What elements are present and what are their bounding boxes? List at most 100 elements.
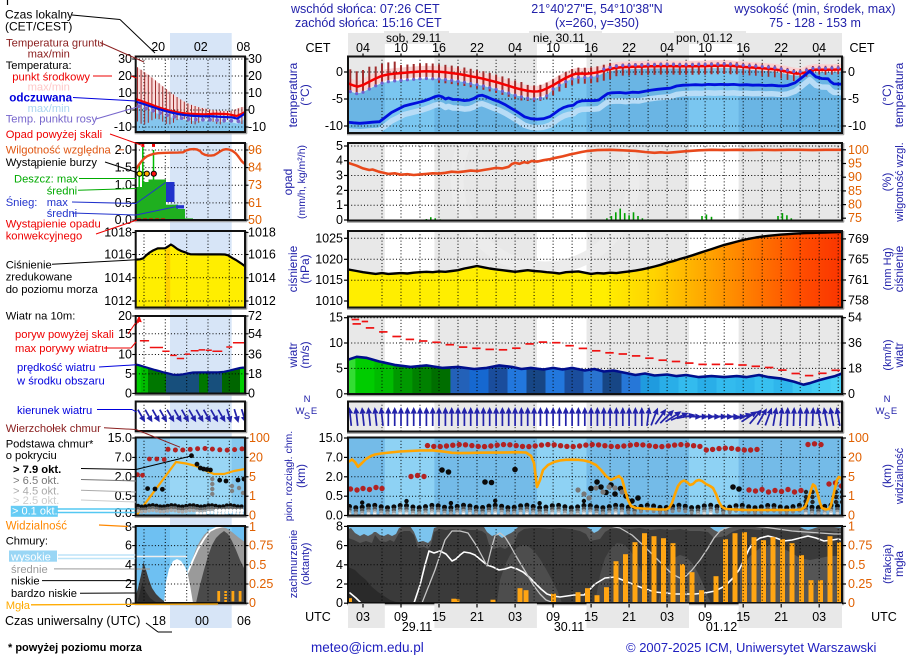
svg-text:1: 1 bbox=[249, 520, 256, 534]
svg-text:09: 09 bbox=[546, 610, 560, 624]
svg-text:W: W bbox=[876, 406, 885, 417]
svg-text:3: 3 bbox=[336, 169, 343, 183]
svg-text:średnie: średnie bbox=[11, 564, 48, 576]
svg-text:15.0: 15.0 bbox=[319, 431, 343, 445]
svg-text:prędkość wiatru: prędkość wiatru bbox=[17, 362, 95, 374]
svg-text:6: 6 bbox=[336, 539, 343, 553]
svg-text:10: 10 bbox=[394, 41, 408, 55]
svg-text:wiatr: wiatr bbox=[286, 342, 300, 368]
svg-text:1018: 1018 bbox=[248, 226, 276, 240]
svg-text:(mm Hg): (mm Hg) bbox=[882, 248, 894, 291]
svg-text:03: 03 bbox=[660, 610, 674, 624]
svg-text:100: 100 bbox=[848, 431, 869, 445]
svg-text:(°C): (°C) bbox=[298, 84, 312, 105]
svg-text:-10: -10 bbox=[248, 120, 266, 134]
svg-text:08: 08 bbox=[236, 40, 250, 54]
svg-text:761: 761 bbox=[848, 273, 869, 287]
svg-text:wiatr: wiatr bbox=[892, 342, 906, 368]
svg-text:765: 765 bbox=[848, 253, 869, 267]
svg-text:konwekcyjnego: konwekcyjnego bbox=[6, 231, 83, 243]
svg-text:pon, 01.12: pon, 01.12 bbox=[676, 31, 733, 45]
svg-text:72: 72 bbox=[248, 309, 262, 323]
svg-text:> 2.5 okt.: > 2.5 okt. bbox=[13, 495, 59, 507]
svg-text:1014: 1014 bbox=[248, 271, 276, 285]
svg-text:o pokryciu: o pokryciu bbox=[6, 450, 57, 462]
svg-text:21°40'27"E, 54°10'38"N: 21°40'27"E, 54°10'38"N bbox=[531, 2, 662, 16]
svg-text:03: 03 bbox=[356, 610, 370, 624]
svg-text:10: 10 bbox=[546, 41, 560, 55]
svg-text:09: 09 bbox=[394, 610, 408, 624]
svg-text:0: 0 bbox=[248, 386, 255, 400]
svg-text:15: 15 bbox=[432, 610, 446, 624]
svg-text:2.0: 2.0 bbox=[326, 470, 343, 484]
svg-text:20: 20 bbox=[151, 40, 165, 54]
svg-text:50: 50 bbox=[248, 213, 262, 227]
svg-text:09: 09 bbox=[698, 610, 712, 624]
svg-text:20: 20 bbox=[249, 450, 263, 464]
svg-text:4: 4 bbox=[336, 558, 343, 572]
svg-text:pion. rozciągł. chm.: pion. rozciągł. chm. bbox=[283, 431, 295, 521]
svg-text:8: 8 bbox=[125, 520, 132, 534]
svg-text:5: 5 bbox=[336, 139, 343, 153]
svg-text:temperatura: temperatura bbox=[892, 62, 906, 127]
svg-text:0: 0 bbox=[249, 509, 256, 523]
svg-text:95: 95 bbox=[848, 157, 862, 171]
svg-text:0.25: 0.25 bbox=[848, 577, 872, 591]
svg-text:(km): (km) bbox=[294, 464, 308, 488]
svg-text:E: E bbox=[891, 406, 897, 417]
svg-text:0: 0 bbox=[125, 386, 132, 400]
svg-text:61: 61 bbox=[248, 196, 262, 210]
svg-text:W: W bbox=[296, 406, 305, 417]
svg-text:0.5: 0.5 bbox=[326, 489, 343, 503]
svg-text:1016: 1016 bbox=[104, 248, 132, 262]
svg-text:10: 10 bbox=[329, 336, 343, 350]
svg-text:zachmurzenie: zachmurzenie bbox=[288, 530, 300, 598]
svg-text:90: 90 bbox=[848, 170, 862, 184]
svg-text:0: 0 bbox=[336, 65, 343, 79]
svg-text:nie, 30.11: nie, 30.11 bbox=[533, 31, 585, 45]
svg-text:1: 1 bbox=[336, 198, 343, 212]
svg-text:0: 0 bbox=[249, 596, 256, 610]
svg-text:1025: 1025 bbox=[315, 231, 343, 245]
svg-text:04: 04 bbox=[508, 41, 522, 55]
svg-text:S: S bbox=[304, 411, 310, 422]
svg-text:poryw powyżej skali: poryw powyżej skali bbox=[15, 329, 114, 341]
svg-text:S: S bbox=[884, 411, 890, 422]
svg-text:średni: średni bbox=[47, 208, 77, 220]
svg-text:-10: -10 bbox=[325, 119, 343, 133]
svg-text:2: 2 bbox=[125, 577, 132, 591]
svg-text:(frakcja): (frakcja) bbox=[882, 544, 894, 584]
svg-text:UTC: UTC bbox=[871, 610, 897, 624]
svg-text:Podstawa chmur*: Podstawa chmur* bbox=[6, 439, 94, 451]
svg-text:Chmury:: Chmury: bbox=[6, 536, 48, 548]
svg-text:0: 0 bbox=[248, 103, 255, 117]
svg-text:> 6.5 okt.: > 6.5 okt. bbox=[13, 475, 59, 487]
svg-text:max/min: max/min bbox=[28, 103, 70, 115]
svg-text:1: 1 bbox=[848, 489, 855, 503]
svg-text:Wiatr na 10m:: Wiatr na 10m: bbox=[6, 311, 76, 323]
svg-text:CET: CET bbox=[306, 41, 331, 55]
svg-text:100: 100 bbox=[848, 143, 869, 157]
svg-text:20: 20 bbox=[118, 309, 132, 323]
svg-text:100: 100 bbox=[249, 431, 270, 445]
svg-text:0: 0 bbox=[848, 65, 855, 79]
svg-text:20: 20 bbox=[848, 450, 862, 464]
svg-text:73: 73 bbox=[248, 178, 262, 192]
svg-text:03: 03 bbox=[508, 610, 522, 624]
svg-text:max/min: max/min bbox=[28, 49, 70, 61]
svg-text:1020: 1020 bbox=[315, 252, 343, 266]
svg-text:5: 5 bbox=[336, 361, 343, 375]
svg-text:21: 21 bbox=[774, 610, 788, 624]
svg-text:10: 10 bbox=[118, 86, 132, 100]
svg-text:(oktanty): (oktanty) bbox=[300, 543, 312, 586]
svg-text:0: 0 bbox=[848, 596, 855, 610]
svg-text:15: 15 bbox=[584, 610, 598, 624]
svg-text:E: E bbox=[311, 406, 317, 417]
svg-text:Temp. punktu rosy: Temp. punktu rosy bbox=[6, 114, 98, 126]
svg-text:18: 18 bbox=[848, 361, 862, 375]
svg-text:7.0: 7.0 bbox=[326, 450, 343, 464]
svg-text:Temperatura gruntu: Temperatura gruntu bbox=[6, 37, 104, 49]
svg-text:10: 10 bbox=[698, 41, 712, 55]
svg-text:średni: średni bbox=[47, 185, 77, 197]
svg-text:N: N bbox=[304, 394, 311, 405]
